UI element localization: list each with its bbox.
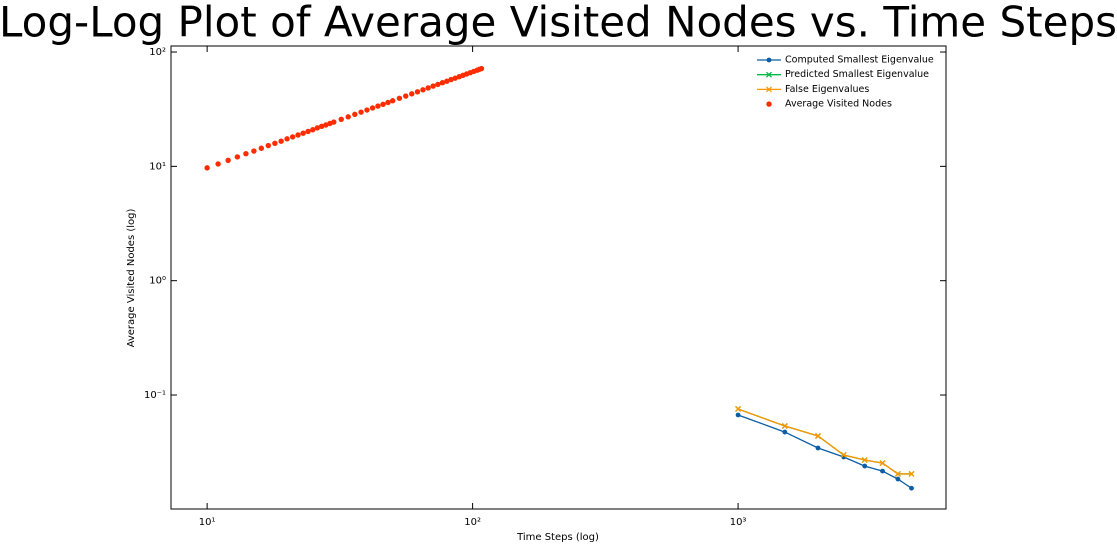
point	[909, 485, 914, 491]
plot-frame	[170, 45, 947, 510]
legend-label: Computed Smallest Eigenvalue	[785, 55, 934, 66]
y-tick-label: 10¹	[149, 161, 166, 172]
legend-marker	[766, 71, 772, 78]
scatter-point	[448, 76, 454, 83]
scatter-point	[314, 125, 320, 131]
scatter-point	[364, 107, 370, 113]
scatter-point	[251, 148, 257, 154]
point	[815, 433, 821, 439]
scatter-point	[420, 87, 426, 93]
point	[815, 445, 821, 451]
scatter-point	[318, 123, 325, 130]
scatter-point	[396, 95, 403, 101]
scatter-point	[278, 138, 284, 144]
scatter-point	[375, 103, 381, 109]
point	[782, 429, 788, 435]
series-line	[737, 408, 912, 475]
point	[861, 457, 868, 463]
scatter-point	[295, 132, 301, 138]
legend-label: Predicted Smallest Eigenvalue	[785, 69, 929, 80]
y-axis-label: Average Visited Nodes (log)	[126, 209, 137, 348]
scatter-point	[258, 145, 265, 151]
point	[781, 423, 788, 429]
legend-label: Average Visited Nodes	[785, 99, 892, 110]
scatter-point	[425, 85, 431, 91]
point	[908, 470, 915, 477]
point	[879, 460, 886, 467]
scatter-point	[225, 157, 231, 163]
scatter-point	[444, 78, 450, 84]
scatter-point	[435, 81, 441, 88]
scatter-point	[345, 114, 351, 120]
x-tick-label: 10²	[464, 517, 481, 528]
scatter-point	[338, 116, 344, 122]
scatter-point	[300, 130, 306, 136]
scatter-point	[243, 151, 249, 157]
legend-marker	[766, 57, 772, 63]
legend-label: False Eigenvalues	[785, 84, 869, 95]
scatter-point	[204, 165, 210, 171]
scatter-point	[352, 111, 358, 118]
point	[880, 468, 885, 474]
y-tick-label: 10⁰	[149, 276, 166, 287]
series-line	[737, 414, 912, 489]
scatter-point	[272, 140, 278, 147]
scatter-point	[478, 65, 485, 72]
scatter-point	[284, 136, 290, 142]
x-tick-label: 10¹	[199, 517, 216, 528]
scatter-point	[389, 98, 396, 104]
scatter-point	[265, 142, 272, 149]
scatter-point	[331, 119, 337, 125]
x-tick-label: 10³	[730, 517, 747, 528]
point	[735, 406, 742, 412]
point	[862, 463, 868, 469]
scatter-point	[369, 105, 376, 111]
scatter-point	[215, 161, 221, 167]
y-tick-label: 10²	[149, 47, 166, 58]
legend-marker	[766, 101, 772, 107]
scatter-point	[414, 89, 421, 95]
chart-title: Log-Log Plot of Average Visited Nodes vs…	[0, 0, 1117, 47]
point	[895, 476, 901, 482]
scatter-point	[409, 91, 415, 97]
scatter-point	[234, 154, 241, 160]
scatter-point	[289, 134, 296, 140]
scatter-point	[305, 128, 311, 135]
scatter-point	[380, 101, 386, 107]
scatter-point	[403, 93, 409, 99]
scatter-point	[430, 83, 436, 89]
scatter-point	[358, 109, 364, 115]
legend-marker	[766, 86, 772, 93]
point	[894, 470, 901, 477]
x-axis-label: Time Steps (log)	[516, 532, 599, 543]
point	[735, 412, 741, 418]
point	[840, 452, 847, 458]
y-tick-label: 10⁻¹	[144, 390, 166, 401]
scatter-point	[310, 127, 316, 133]
scatter-point	[439, 80, 446, 86]
scatter-point	[385, 99, 391, 106]
